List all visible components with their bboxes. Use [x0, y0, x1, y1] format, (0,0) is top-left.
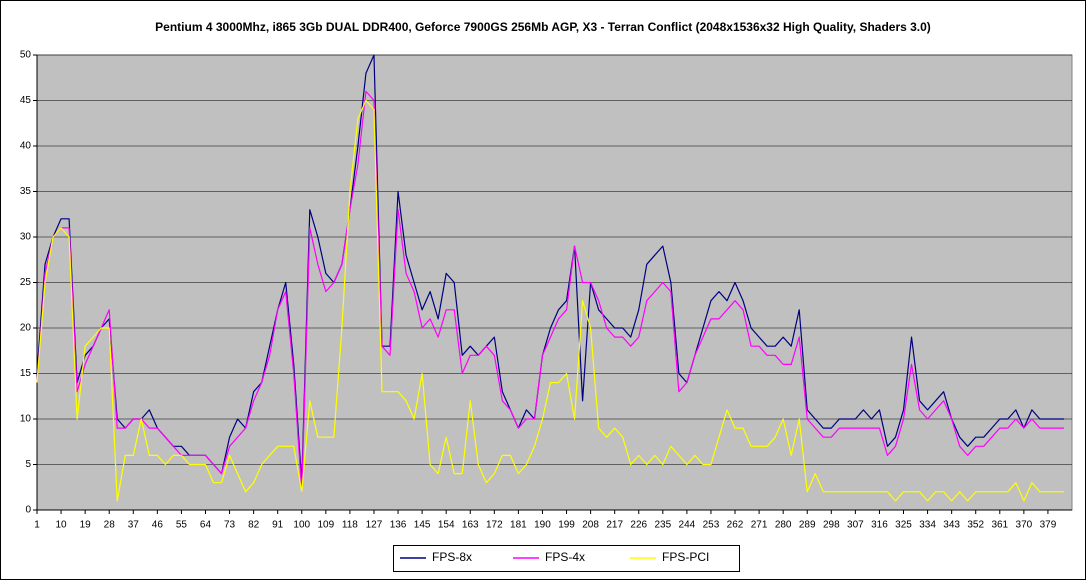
x-tick-label: 1: [34, 520, 40, 531]
x-tick-label: 334: [919, 520, 936, 531]
x-tick-label: 361: [991, 520, 1008, 531]
x-tick-label: 118: [342, 520, 358, 531]
series-line: [36, 90, 1064, 493]
x-tick-label: 46: [152, 520, 164, 531]
y-tick-label: 20: [20, 323, 32, 334]
x-tick-label: 82: [248, 520, 260, 531]
x-tick-label: 379: [1040, 520, 1057, 531]
x-tick-label: 199: [558, 520, 575, 531]
y-tick-label: 15: [20, 368, 32, 379]
x-tick-label: 64: [200, 520, 212, 531]
x-tick-label: 10: [56, 520, 68, 531]
x-tick-label: 217: [606, 520, 623, 531]
x-tick-label: 325: [895, 520, 912, 531]
x-tick-label: 19: [80, 520, 92, 531]
x-tick-label: 100: [293, 520, 310, 531]
x-tick-label: 163: [462, 520, 479, 531]
x-tick-label: 370: [1016, 520, 1033, 531]
x-tick-label: 208: [582, 520, 599, 531]
x-tick-label: 154: [438, 520, 455, 531]
x-tick-label: 136: [390, 520, 407, 531]
y-tick-label: 0: [25, 505, 31, 516]
x-tick-label: 235: [654, 520, 671, 531]
y-tick-label: 5: [25, 459, 31, 470]
x-tick-label: 298: [823, 520, 840, 531]
x-tick-label: 352: [967, 520, 984, 531]
y-tick-label: 10: [20, 414, 32, 425]
x-tick-label: 37: [128, 520, 140, 531]
x-tick-label: 289: [799, 520, 816, 531]
x-tick-label: 28: [104, 520, 116, 531]
x-tick-label: 343: [943, 520, 960, 531]
y-tick-label: 40: [20, 141, 32, 152]
x-tick-label: 172: [486, 520, 503, 531]
x-tick-label: 253: [703, 520, 720, 531]
x-tick-label: 244: [679, 520, 696, 531]
x-tick-label: 316: [871, 520, 888, 531]
x-tick-label: 190: [534, 520, 551, 531]
y-tick-label: 45: [20, 95, 32, 106]
x-tick-label: 181: [510, 520, 527, 531]
y-tick-label: 50: [20, 50, 32, 61]
x-tick-label: 226: [630, 520, 647, 531]
x-tick-label: 91: [272, 520, 284, 531]
legend-label: FPS-PCI: [662, 550, 709, 564]
x-tick-label: 73: [224, 520, 236, 531]
legend-label: FPS-8x: [432, 550, 472, 564]
legend: [393, 545, 740, 572]
x-tick-label: 280: [775, 520, 792, 531]
y-tick-label: 25: [20, 277, 32, 288]
x-tick-label: 109: [317, 520, 334, 531]
series-line: [36, 99, 1064, 502]
legend-label: FPS-4x: [545, 550, 585, 564]
x-tick-label: 145: [414, 520, 431, 531]
x-tick-label: 271: [751, 520, 768, 531]
y-tick-label: 35: [20, 186, 32, 197]
x-tick-label: 262: [727, 520, 744, 531]
y-tick-label: 30: [20, 232, 32, 243]
x-tick-label: 307: [847, 520, 864, 531]
x-tick-label: 127: [366, 520, 383, 531]
x-tick-label: 55: [176, 520, 188, 531]
chart-title: Pentium 4 3000Mhz, i865 3Gb DUAL DDR400,…: [155, 20, 931, 34]
